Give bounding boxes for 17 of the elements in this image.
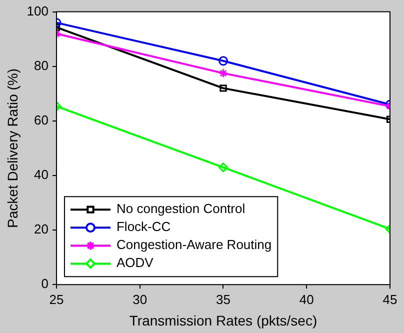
y-axis-title: Packet Delivery Ratio (%) (4, 68, 20, 228)
x-tick-label: 45 (382, 292, 398, 307)
legend-label: Flock-CC (116, 219, 171, 234)
y-tick-label: 60 (34, 112, 48, 128)
y-tick-label: 40 (34, 167, 48, 182)
y-tick-label: 80 (34, 58, 48, 73)
x-tick-label: 30 (132, 292, 148, 307)
y-tick-label: 100 (26, 3, 48, 18)
legend-label: No congestion Control (116, 201, 246, 216)
x-tick-label: 35 (216, 292, 230, 307)
y-tick-label: 20 (34, 222, 48, 237)
x-axis-title: Transmission Rates (pkts/sec) (129, 312, 318, 328)
y-tick-label: 0 (41, 276, 48, 292)
x-tick-label: 25 (49, 292, 64, 307)
x-tick-label: 40 (299, 292, 314, 307)
legend-label: Congestion-Aware Routing (116, 237, 272, 252)
legend-label: AODV (116, 255, 154, 270)
